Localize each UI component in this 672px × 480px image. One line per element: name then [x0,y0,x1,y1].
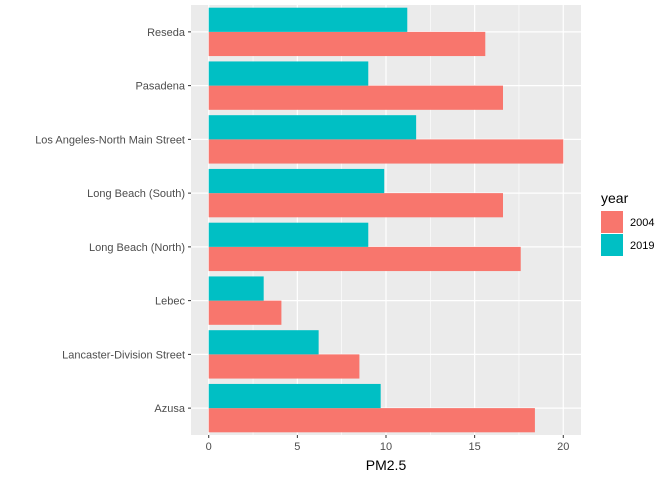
legend: year 2004 2019 [601,190,654,256]
bar-2004-lebec [208,300,282,325]
bar-2019-los-angeles-north-main-street [208,115,417,140]
legend-key-2004 [601,211,623,233]
x-tick-label: 15 [469,441,481,453]
bar-2019-reseda [208,7,408,32]
x-tick-label: 10 [380,441,392,453]
bar-2004-pasadena [208,85,503,110]
bar-2004-lancaster-division-street [208,354,360,379]
bar-2019-long-beach-south- [208,168,385,194]
y-tick-label: Long Beach (South) [87,188,185,200]
y-tick-label: Reseda [147,27,186,39]
legend-title: year [601,190,629,206]
legend-key-2019 [601,234,623,256]
bar-2004-reseda [208,31,486,57]
bar-2019-long-beach-north- [208,222,369,247]
bar-2004-long-beach-south- [208,193,503,218]
x-tick-label: 20 [557,441,569,453]
x-axis-title: PM2.5 [366,457,407,473]
x-axis: 0 5 10 15 20 [206,435,569,453]
y-tick-label: Lancaster-Division Street [62,349,185,361]
y-tick-label: Pasadena [135,81,185,93]
y-tick-label: Azusa [154,403,185,415]
x-tick-label: 0 [206,441,212,453]
bar-2004-long-beach-north- [208,246,521,272]
bars [208,7,564,433]
y-tick-label: Lebec [155,296,185,308]
legend-label-2004: 2004 [630,217,654,229]
bar-2004-azusa [208,408,535,433]
bar-2019-lebec [208,276,264,301]
y-axis: Azusa Lancaster-Division Street Lebec Long … [35,27,191,415]
legend-label-2019: 2019 [630,240,654,252]
bar-2019-pasadena [208,61,369,86]
y-tick-label: Los Angeles-North Main Street [35,134,185,146]
bar-2019-azusa [208,383,381,409]
y-tick-label: Long Beach (North) [89,242,185,254]
x-tick-label: 5 [294,441,300,453]
bar-2019-lancaster-division-street [208,330,319,355]
bar-2004-los-angeles-north-main-street [208,139,564,164]
